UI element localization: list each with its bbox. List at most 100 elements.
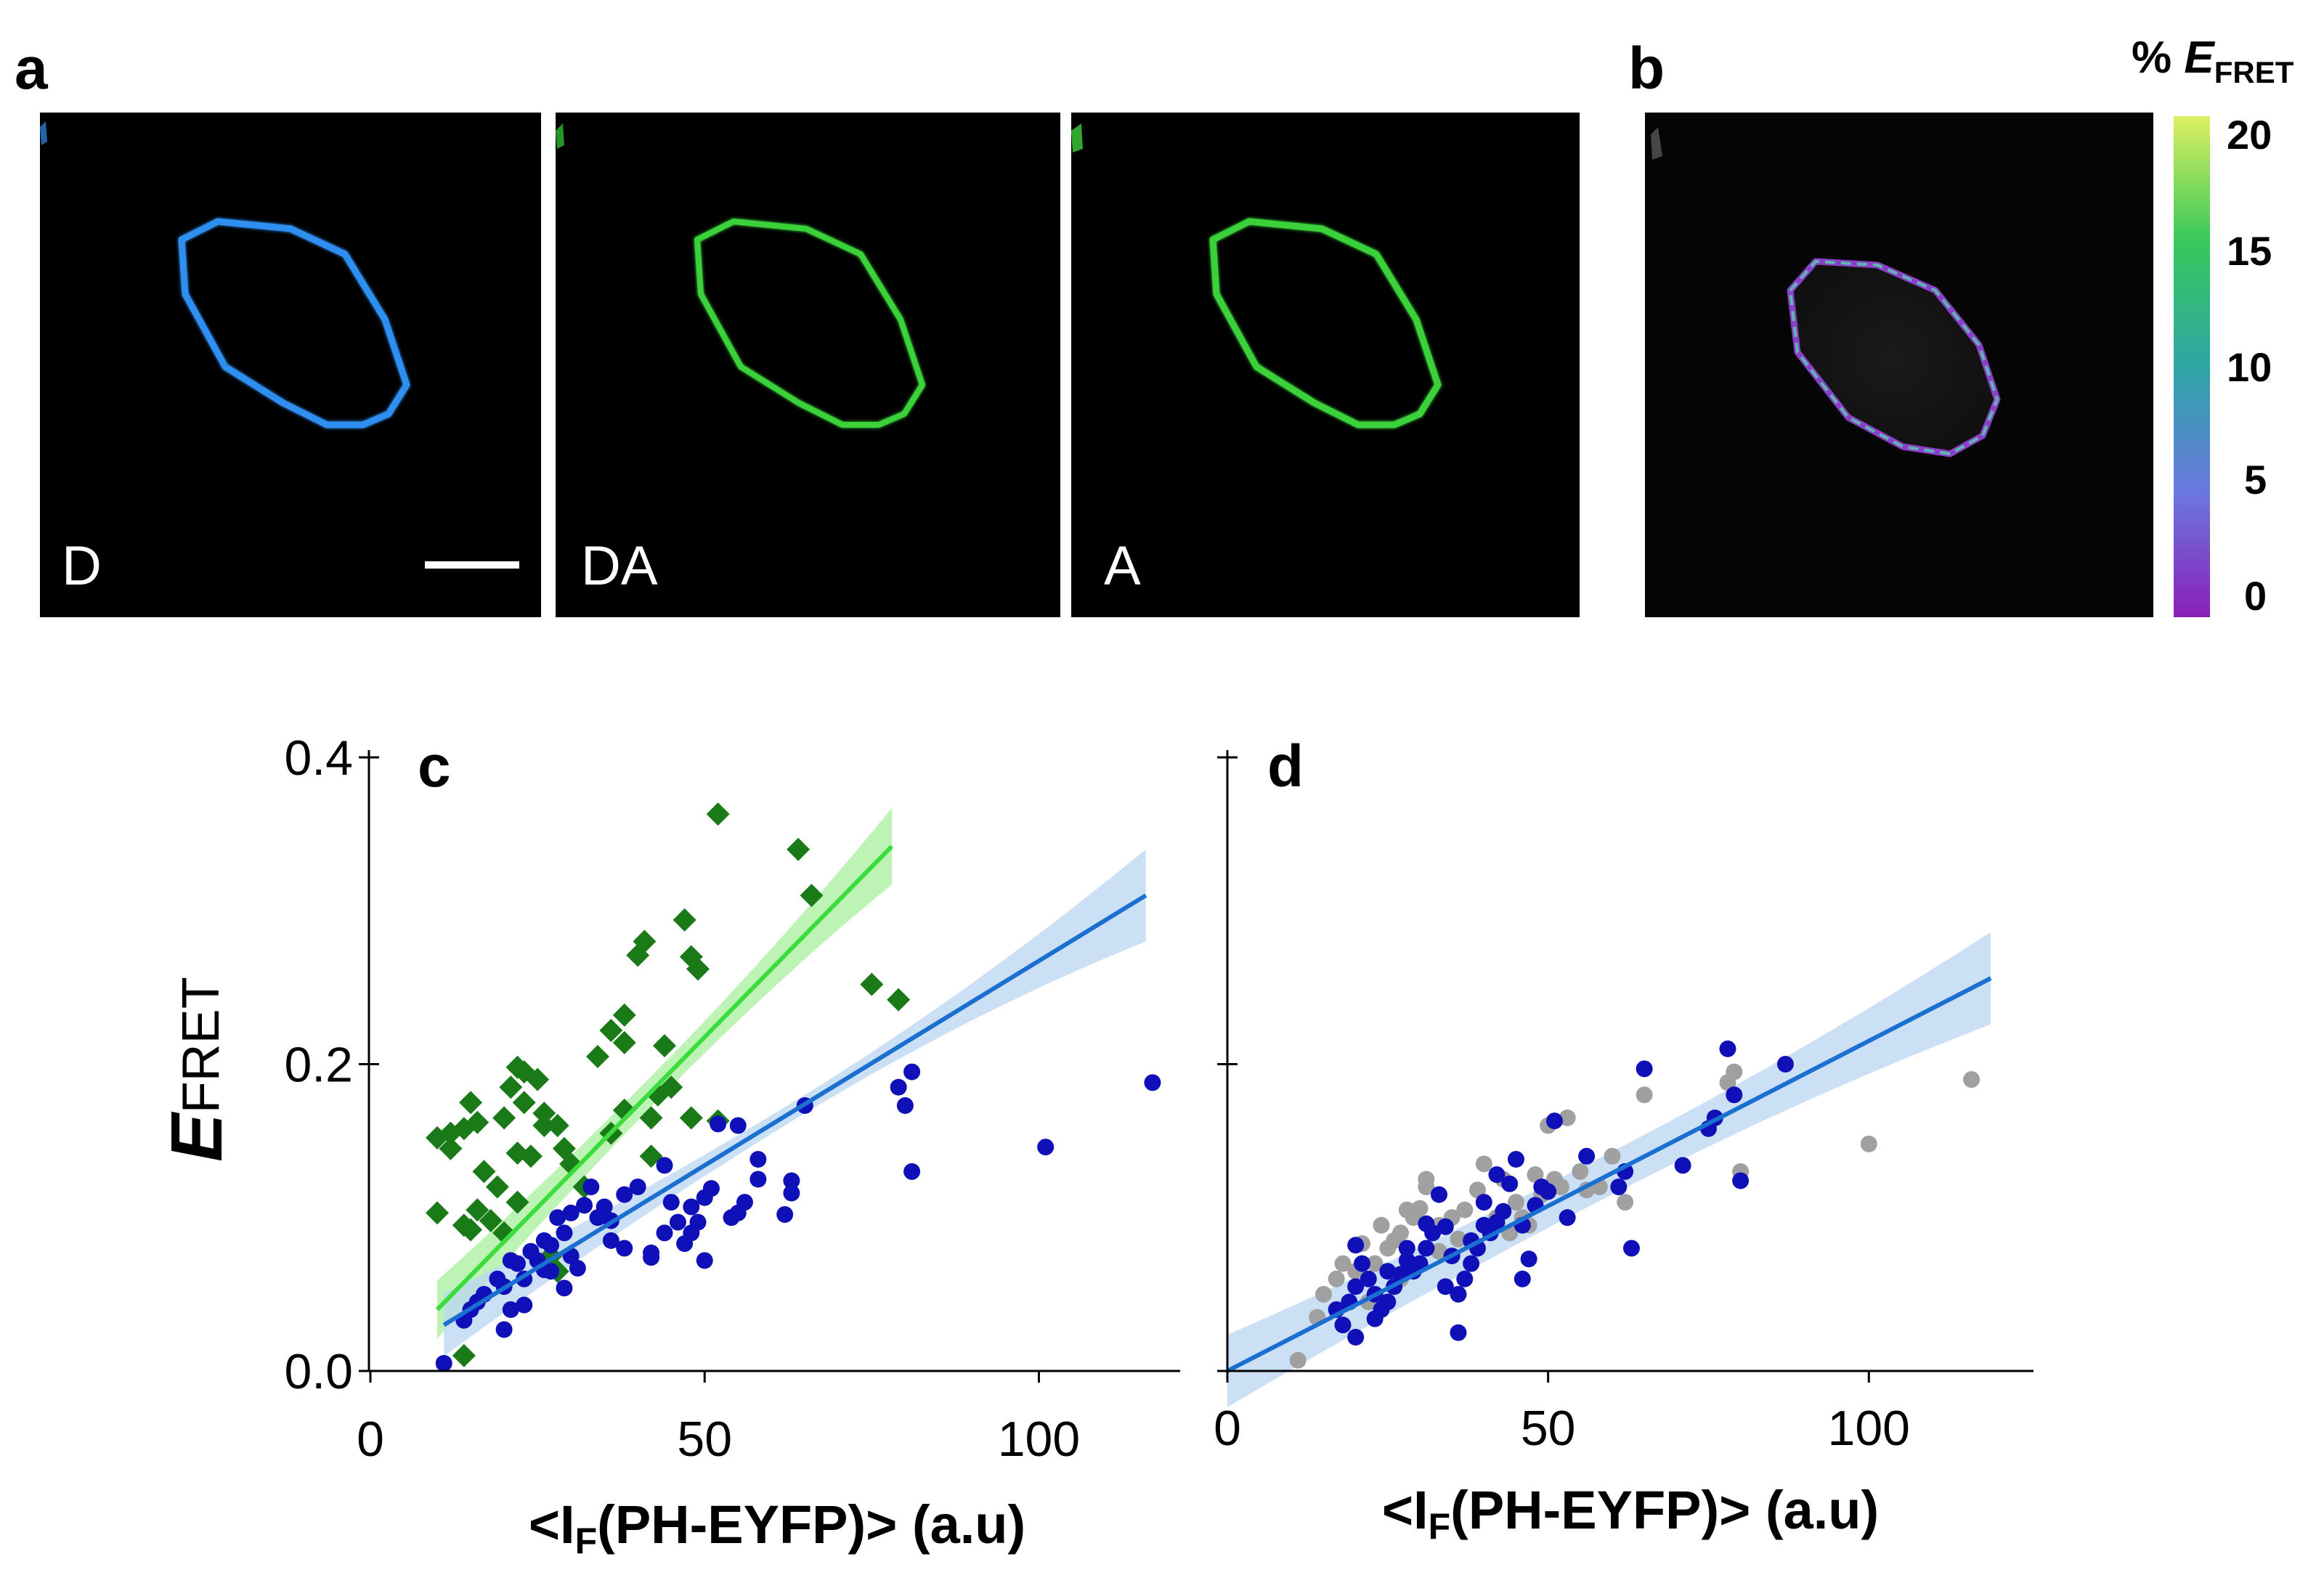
data-point-circle	[1527, 1166, 1544, 1184]
data-point-circle	[1334, 1255, 1352, 1272]
data-point-circle	[1418, 1215, 1435, 1232]
corner-artifact-d	[40, 121, 47, 145]
cell-outline-a	[1209, 218, 1442, 428]
scale-bar	[425, 561, 519, 569]
data-point-circle	[1379, 1240, 1397, 1257]
data-point-circle	[1963, 1071, 1980, 1088]
data-point-circle	[1475, 1155, 1492, 1173]
x-label-pre: <I	[529, 1494, 575, 1555]
x-label-pre: <I	[1382, 1480, 1429, 1540]
data-point-circle	[1418, 1171, 1435, 1188]
data-point-circle	[1353, 1255, 1370, 1272]
data-point-circle	[1552, 1179, 1569, 1195]
data-point-circle	[1533, 1179, 1551, 1195]
data-point-circle	[1360, 1270, 1377, 1287]
x-tick-label: 50	[677, 1412, 732, 1467]
fit-line	[435, 845, 894, 1311]
data-point-circle	[1315, 1285, 1332, 1303]
data-point-circle	[656, 1224, 673, 1242]
data-point-circle	[543, 1237, 560, 1254]
data-point-diamond	[466, 1110, 489, 1134]
data-point-circle	[662, 1194, 680, 1211]
data-point-diamond	[612, 1030, 636, 1054]
data-point-diamond	[800, 884, 824, 908]
fit-line	[442, 893, 1147, 1327]
data-point-diamond	[599, 1019, 623, 1043]
data-point-diamond	[706, 802, 730, 826]
panel-d-x-axis-label: <IF(PH-EYFP)> (a.u)	[1382, 1480, 1879, 1547]
data-point-circle	[1144, 1074, 1161, 1091]
panel-b-label: b	[1628, 36, 1665, 102]
data-point-circle	[1437, 1218, 1454, 1235]
data-point-circle	[1488, 1166, 1506, 1184]
data-point-circle	[556, 1224, 573, 1242]
data-point-circle	[749, 1171, 767, 1188]
data-point-circle	[1450, 1230, 1467, 1248]
image-a-background	[1071, 113, 1580, 617]
x-label-post: (PH-EYFP)> (a.u)	[597, 1494, 1025, 1555]
panel-d: 0 50 100 d <IF(PH-EYFP)> (a.u)	[1214, 733, 2033, 1547]
data-point-diamond	[659, 1075, 683, 1099]
channel-label-d: D	[62, 535, 102, 597]
data-point-circle	[576, 1197, 593, 1214]
data-point-diamond	[505, 1142, 529, 1165]
data-point-circle	[1617, 1194, 1634, 1211]
data-point-diamond	[466, 1198, 489, 1222]
data-point-circle	[710, 1115, 727, 1133]
image-da: DA	[556, 113, 1060, 617]
colorbar-title-main: E	[2184, 33, 2215, 83]
data-point-circle	[903, 1163, 921, 1180]
data-point-diamond	[459, 1091, 483, 1115]
data-point-circle	[556, 1279, 573, 1297]
data-point-diamond	[887, 988, 911, 1012]
cell-outline-d	[178, 218, 410, 428]
data-point-circle	[783, 1184, 800, 1202]
y-tick-label: 0.2	[284, 1038, 353, 1093]
x-tick-label: 0	[357, 1412, 384, 1467]
data-point-circle	[1347, 1237, 1365, 1254]
data-point-circle	[669, 1213, 686, 1231]
data-point-circle	[1398, 1252, 1415, 1269]
x-label-sub: F	[1429, 1506, 1451, 1547]
image-da-background	[556, 113, 1060, 617]
colorbar-tick-label: 0	[2244, 573, 2267, 619]
confidence-band	[437, 807, 892, 1339]
y-tick-label: 0.0	[284, 1344, 353, 1399]
data-point-circle	[729, 1117, 747, 1134]
confidence-band	[444, 849, 1146, 1356]
data-point-circle	[1347, 1329, 1365, 1346]
data-point-circle	[582, 1179, 600, 1195]
data-point-circle	[1450, 1285, 1467, 1303]
panel-a-label: a	[15, 36, 49, 102]
fit-line	[1226, 976, 1992, 1373]
corner-artifact-a	[1071, 123, 1083, 152]
data-point-circle	[549, 1209, 566, 1226]
data-point-circle	[1328, 1270, 1345, 1287]
colorbar-gradient	[2174, 116, 2210, 617]
data-point-circle	[890, 1078, 907, 1096]
data-point-diamond	[526, 1067, 550, 1091]
data-point-circle	[1622, 1240, 1640, 1257]
data-point-diamond	[679, 1106, 703, 1130]
data-point-diamond	[653, 1034, 677, 1058]
data-point-diamond	[499, 1075, 523, 1099]
data-point-circle	[1514, 1270, 1531, 1287]
data-point-diamond	[639, 1106, 663, 1130]
data-point-circle	[1463, 1255, 1480, 1272]
y-axis-label-sub: FRET	[172, 977, 230, 1113]
data-point-circle	[495, 1321, 513, 1338]
data-point-circle	[1456, 1201, 1474, 1218]
data-point-diamond	[485, 1175, 509, 1199]
data-point-diamond	[626, 943, 650, 967]
data-point-circle	[629, 1179, 646, 1195]
data-point-diamond	[452, 1343, 476, 1367]
data-point-diamond	[505, 1190, 529, 1214]
data-point-circle	[1520, 1250, 1537, 1268]
panel-d-fit-lines	[1226, 976, 1992, 1373]
data-point-diamond	[787, 837, 810, 861]
data-point-circle	[656, 1157, 673, 1174]
fret-cell-outline-inner	[1789, 260, 1999, 455]
cell-outline-da	[694, 219, 925, 428]
data-point-circle	[569, 1259, 586, 1277]
